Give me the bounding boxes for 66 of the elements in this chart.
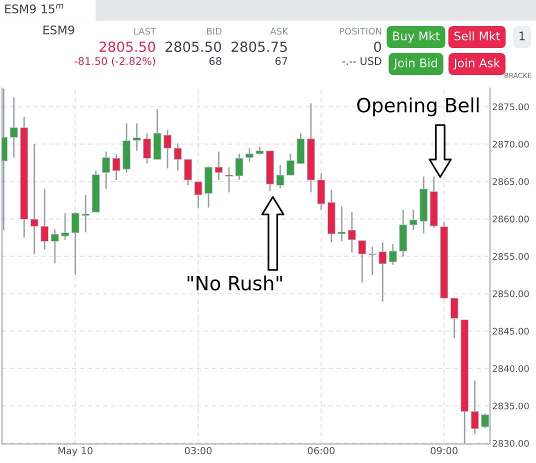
text: 67	[275, 57, 288, 66]
text: 68	[209, 57, 222, 66]
candlestick	[10, 96, 18, 158]
text: ESM9 15$^{m}$	[5, 4, 64, 14]
y-tick-label: 2870.00	[492, 140, 529, 148]
candlestick	[71, 211, 80, 276]
text: 2805.75	[232, 42, 287, 52]
y-tick-label: 2860.00	[492, 216, 529, 222]
text: LAST	[134, 28, 156, 35]
candlestick	[235, 153, 244, 181]
text: -.-- USD	[342, 57, 382, 66]
candlestick	[184, 158, 192, 186]
y-tick-label: 2835.00	[492, 402, 529, 410]
candlestick	[132, 122, 141, 152]
candlestick	[225, 166, 233, 194]
text: -81.50 (-2.82%)	[74, 56, 156, 66]
text: BID	[207, 28, 222, 34]
y-tick-label: 2850.00	[492, 290, 529, 298]
candlestick	[174, 142, 182, 172]
candlestick	[50, 228, 59, 264]
y-tick-label: 2830.00	[492, 440, 529, 447]
candlestick	[102, 150, 110, 190]
candlestick	[409, 209, 418, 231]
x-tick-label: May 10	[58, 446, 92, 456]
text: ESM9	[44, 25, 74, 34]
y-tick-label: 2865.00	[492, 178, 529, 186]
candlestick	[246, 148, 254, 162]
annotation: "No Rush"	[188, 275, 282, 291]
text: 2805.50	[166, 42, 222, 52]
candlestick	[61, 212, 70, 241]
candlestick	[112, 153, 120, 181]
text: 2805.50	[100, 42, 156, 52]
candlestick	[338, 205, 346, 242]
y-tick-label: 2875.00	[492, 103, 529, 110]
candlestick	[317, 172, 326, 211]
candlestick	[194, 180, 202, 208]
annotation: Opening Bell	[357, 97, 479, 116]
candlestick	[164, 129, 172, 170]
candlestick	[30, 143, 38, 255]
candlestick	[214, 150, 223, 181]
candlestick	[40, 188, 49, 250]
text: 1	[520, 32, 525, 40]
candlestick	[358, 240, 366, 284]
candlestick	[388, 243, 397, 266]
text: Join Bid	[393, 58, 437, 70]
text: POSITION	[340, 28, 382, 35]
y-tick-label: 2845.00	[492, 328, 529, 335]
candlestick	[470, 380, 479, 435]
text: 0	[374, 42, 382, 52]
candlestick	[348, 211, 356, 254]
y-tick-label: 2855.00	[492, 253, 529, 260]
x-tick-label: 06:00	[308, 446, 335, 454]
candlestick	[276, 164, 284, 189]
candlestick	[368, 246, 376, 276]
candlestick	[450, 297, 458, 339]
x-tick-label: 09:00	[430, 446, 458, 454]
text: Buy Mkt	[393, 31, 440, 43]
text: Sell Mkt	[454, 31, 500, 40]
candlestick	[143, 132, 152, 164]
text: ASK	[270, 28, 288, 35]
y-tick-label: 2840.00	[492, 365, 529, 372]
text: Join Ask	[453, 58, 500, 70]
candlestick	[82, 194, 90, 234]
candlestick	[286, 153, 294, 176]
x-tick-label: 03:00	[184, 446, 212, 454]
candlestick	[378, 242, 387, 302]
